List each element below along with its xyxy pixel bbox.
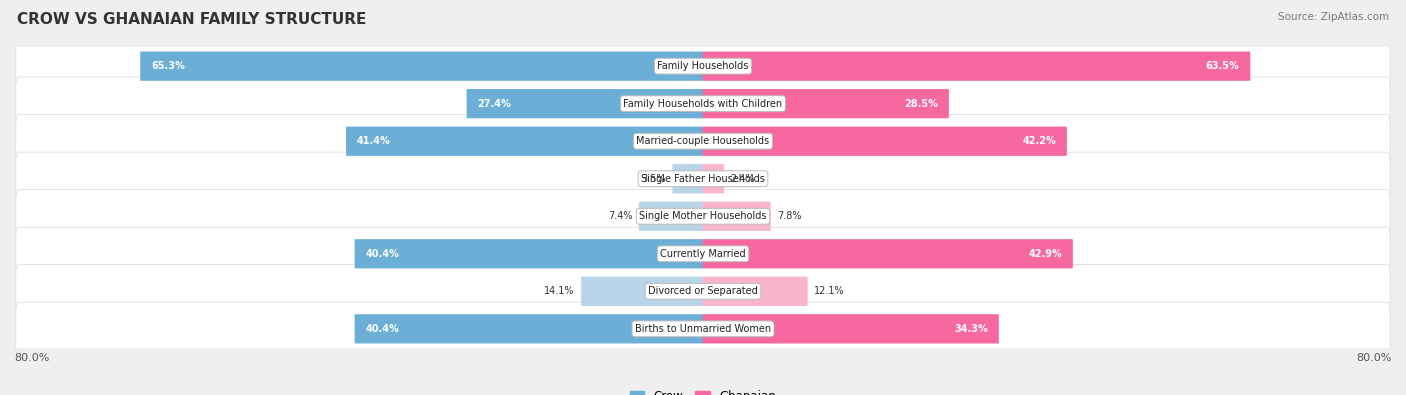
FancyBboxPatch shape [15,265,1391,318]
Text: 80.0%: 80.0% [1357,353,1392,363]
Text: Currently Married: Currently Married [661,249,745,259]
FancyBboxPatch shape [15,115,1391,168]
FancyBboxPatch shape [703,201,770,231]
FancyBboxPatch shape [703,164,724,194]
FancyBboxPatch shape [581,276,703,306]
Text: 42.9%: 42.9% [1028,249,1062,259]
Text: 34.3%: 34.3% [955,324,988,334]
FancyBboxPatch shape [15,302,1391,356]
Text: 63.5%: 63.5% [1206,61,1240,71]
FancyBboxPatch shape [638,201,703,231]
Text: CROW VS GHANAIAN FAMILY STRUCTURE: CROW VS GHANAIAN FAMILY STRUCTURE [17,12,366,27]
FancyBboxPatch shape [703,314,998,344]
Text: 40.4%: 40.4% [366,324,399,334]
FancyBboxPatch shape [354,239,703,269]
Text: Divorced or Separated: Divorced or Separated [648,286,758,296]
Text: 12.1%: 12.1% [814,286,845,296]
Text: Single Mother Households: Single Mother Households [640,211,766,221]
FancyBboxPatch shape [703,89,949,118]
FancyBboxPatch shape [703,239,1073,269]
FancyBboxPatch shape [15,152,1391,205]
Text: Source: ZipAtlas.com: Source: ZipAtlas.com [1278,12,1389,22]
FancyBboxPatch shape [15,227,1391,280]
Text: 80.0%: 80.0% [14,353,49,363]
Text: 42.2%: 42.2% [1022,136,1056,146]
Text: 2.4%: 2.4% [731,174,755,184]
Text: 3.5%: 3.5% [641,174,666,184]
Text: Family Households with Children: Family Households with Children [623,99,783,109]
FancyBboxPatch shape [15,190,1391,243]
Text: Married-couple Households: Married-couple Households [637,136,769,146]
FancyBboxPatch shape [354,314,703,344]
Text: 28.5%: 28.5% [904,99,938,109]
FancyBboxPatch shape [346,126,703,156]
Text: 40.4%: 40.4% [366,249,399,259]
Text: 27.4%: 27.4% [478,99,512,109]
Text: 7.4%: 7.4% [607,211,633,221]
Text: Single Father Households: Single Father Households [641,174,765,184]
Text: 14.1%: 14.1% [544,286,575,296]
FancyBboxPatch shape [15,40,1391,93]
Text: 65.3%: 65.3% [150,61,184,71]
FancyBboxPatch shape [141,51,703,81]
FancyBboxPatch shape [703,276,807,306]
Legend: Crow, Ghanaian: Crow, Ghanaian [626,385,780,395]
FancyBboxPatch shape [703,51,1250,81]
FancyBboxPatch shape [15,77,1391,130]
FancyBboxPatch shape [672,164,703,194]
Text: 7.8%: 7.8% [778,211,801,221]
Text: Family Households: Family Households [658,61,748,71]
Text: Births to Unmarried Women: Births to Unmarried Women [636,324,770,334]
FancyBboxPatch shape [467,89,703,118]
FancyBboxPatch shape [703,126,1067,156]
Text: 41.4%: 41.4% [357,136,391,146]
